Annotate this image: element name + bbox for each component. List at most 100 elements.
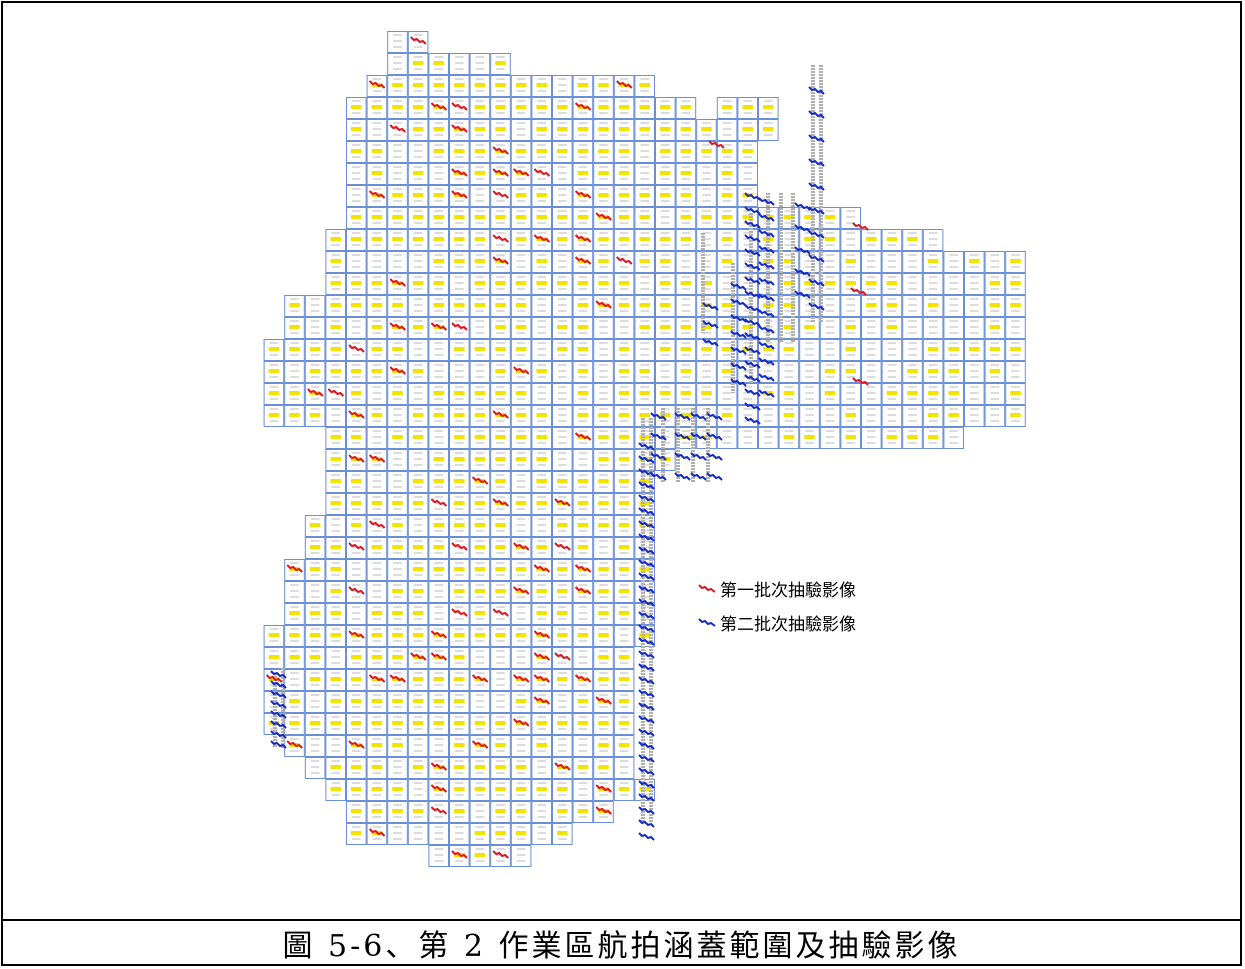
map-tile	[778, 427, 800, 449]
first-batch-sample	[574, 190, 592, 199]
map-tile	[428, 207, 449, 229]
map-tile	[346, 493, 367, 515]
second-batch-sample	[758, 373, 775, 382]
map-tile	[984, 317, 1006, 339]
map-tile	[407, 383, 429, 405]
map-tile	[469, 141, 491, 163]
map-tile	[490, 559, 511, 581]
first-batch-sample	[574, 586, 592, 595]
map-tile	[407, 603, 429, 625]
map-tile	[387, 801, 408, 823]
second-batch-sample	[744, 332, 761, 341]
map-tile	[469, 449, 491, 471]
second-batch-sample	[638, 689, 655, 698]
map-tile	[655, 163, 676, 185]
map-tile	[449, 493, 470, 515]
map-tile	[510, 207, 532, 229]
caption-divider	[3, 919, 1240, 921]
map-tile	[778, 383, 800, 405]
map-tile	[572, 273, 594, 295]
first-batch-sample	[533, 652, 551, 661]
first-batch-sample	[451, 168, 468, 177]
map-tile	[325, 405, 346, 427]
map-tile	[902, 361, 923, 383]
second-batch-sample	[758, 197, 775, 206]
map-tile	[449, 515, 470, 537]
map-tile	[449, 757, 470, 779]
map-tile	[387, 669, 408, 691]
second-batch-sample	[674, 432, 691, 441]
map-tile	[922, 251, 944, 273]
second-batch-samples	[270, 86, 825, 841]
map-tile	[984, 295, 1006, 317]
map-tile	[428, 845, 449, 867]
map-tile	[366, 229, 388, 251]
map-tile	[510, 141, 532, 163]
second-batch-sample	[270, 720, 287, 729]
blue-photo-strip-icon	[698, 618, 716, 627]
map-tile	[366, 119, 388, 141]
map-tile	[407, 295, 429, 317]
map-tile	[881, 339, 903, 361]
second-batch-sample	[758, 309, 775, 318]
map-tile	[449, 449, 470, 471]
second-batch-sample	[638, 520, 655, 529]
second-batch-sample	[744, 234, 761, 243]
first-batch-sample	[554, 542, 571, 551]
second-batch-sample	[690, 412, 707, 421]
map-tile	[510, 515, 532, 537]
map-tile	[510, 185, 532, 207]
second-batch-sample	[808, 254, 825, 263]
first-batch-sample	[595, 784, 612, 793]
map-tile	[428, 713, 449, 735]
second-batch-sample	[650, 452, 667, 461]
map-tile	[593, 449, 614, 471]
map-tile	[902, 229, 923, 251]
map-tile	[346, 669, 367, 691]
map-tile	[531, 141, 553, 163]
map-tile	[1005, 295, 1026, 317]
map-tile	[552, 713, 573, 735]
map-tile	[428, 515, 449, 537]
first-batch-sample	[471, 674, 489, 683]
map-tile	[490, 317, 511, 339]
map-tile	[325, 581, 346, 603]
first-batch-sample	[513, 168, 530, 177]
map-tile	[263, 625, 285, 647]
map-tile	[304, 757, 326, 779]
map-tile	[737, 163, 759, 185]
first-batch-sample	[430, 498, 448, 507]
map-tile	[490, 581, 511, 603]
map-tile	[449, 295, 470, 317]
second-batch-sample	[638, 702, 655, 711]
second-batch-sample	[744, 262, 761, 271]
map-tile	[304, 361, 326, 383]
map-tile	[387, 603, 408, 625]
map-tile	[861, 383, 882, 405]
second-batch-sample	[808, 302, 825, 311]
map-tile	[799, 317, 820, 339]
first-batch-sample	[595, 696, 612, 705]
map-tile	[490, 339, 511, 361]
map-tile	[407, 405, 429, 427]
second-batch-sample	[638, 650, 655, 659]
map-tile	[428, 295, 449, 317]
map-tile	[593, 75, 614, 97]
map-tile	[531, 75, 553, 97]
map-tile	[490, 779, 511, 801]
map-tile	[840, 207, 862, 229]
map-tile	[387, 515, 408, 537]
first-batch-sample	[368, 828, 386, 837]
map-tile	[510, 471, 532, 493]
map-tile	[675, 119, 697, 141]
map-tile	[325, 251, 346, 273]
map-tile	[346, 207, 367, 229]
first-batch-sample	[533, 564, 551, 573]
map-tile	[510, 339, 532, 361]
map-tile	[263, 647, 285, 669]
map-tile	[737, 273, 759, 295]
map-tile	[366, 757, 388, 779]
map-tile	[469, 317, 491, 339]
map-tile	[325, 757, 346, 779]
first-batch-sample	[451, 124, 468, 133]
